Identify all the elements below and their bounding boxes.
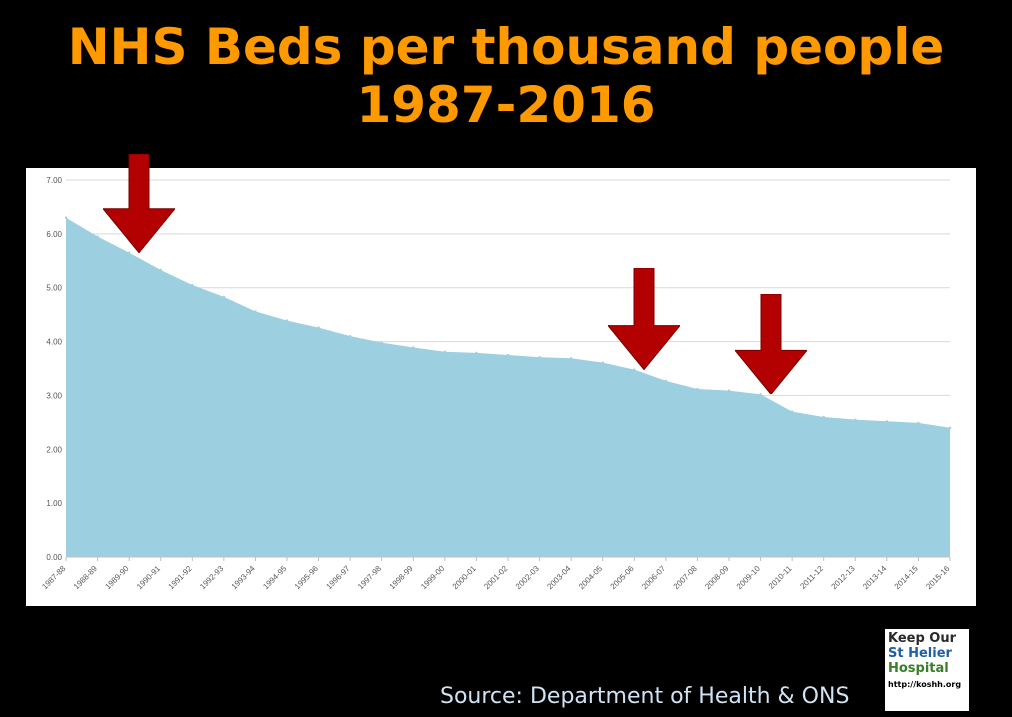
x-tick-label: 1991-92 [167, 564, 195, 592]
x-tick-label: 1987-88 [40, 564, 68, 592]
data-point [506, 353, 510, 357]
x-tick-label: 2009-10 [735, 564, 763, 592]
y-tick-label: 3.00 [46, 391, 62, 400]
y-tick-label: 5.00 [46, 284, 62, 293]
y-tick-label: 6.00 [46, 230, 62, 239]
data-point [759, 393, 762, 396]
x-tick-label: 1989-90 [103, 564, 131, 592]
y-tick-label: 7.00 [46, 176, 62, 185]
data-point [191, 283, 194, 287]
data-point [222, 295, 226, 299]
y-tick-label: 0.00 [46, 553, 62, 562]
data-point [885, 420, 889, 423]
x-tick-label: 2008-09 [703, 564, 731, 592]
x-tick-label: 2013-14 [861, 564, 889, 592]
x-tick-label: 1990-91 [135, 564, 163, 592]
x-tick-label: 2007-08 [672, 564, 700, 592]
data-point [538, 355, 541, 359]
arrow-shape [608, 268, 681, 370]
data-point [475, 351, 478, 355]
beds-area [66, 217, 950, 557]
title-line-1: NHS Beds per thousand people [67, 18, 945, 76]
data-point [254, 310, 257, 313]
chart-panel: 0.00 1.00 2.00 3.00 4.00 5.00 6.00 7.00 1987-88 1… [26, 168, 976, 606]
x-tick-label: 2010-11 [767, 564, 794, 591]
down-arrow-icon [103, 154, 176, 253]
data-point [948, 426, 952, 429]
data-point [790, 410, 794, 413]
arrow-shape [103, 154, 176, 253]
data-point [127, 251, 131, 254]
x-tick-label: 1999-00 [419, 564, 447, 592]
data-point [822, 415, 825, 419]
data-point [317, 326, 320, 329]
y-tick-label: 4.00 [46, 338, 62, 347]
x-tick-label: 1997-98 [356, 564, 384, 592]
chart-title: NHS Beds per thousand people 1987-2016 [0, 18, 1012, 134]
x-tick-label: 1996-97 [324, 564, 352, 592]
down-arrow-icon [608, 268, 681, 370]
data-point [727, 389, 731, 392]
koshh-logo: Keep Our St Helier Hospital http://koshh… [885, 629, 969, 711]
logo-line-2: St Helier [888, 646, 952, 661]
y-tick-label: 2.00 [46, 445, 62, 454]
x-tick-label: 2002-03 [514, 564, 542, 592]
logo-line-3: Hospital [888, 661, 949, 676]
source-caption: Source: Department of Health & ONS [440, 684, 850, 709]
x-tick-label: 2006-07 [640, 564, 668, 592]
x-tick-label: 2005-06 [609, 564, 637, 592]
arrow-shape [734, 294, 807, 395]
x-tick-label: 1992-93 [198, 564, 226, 592]
x-tick-label: 2001-02 [482, 564, 510, 592]
x-tick-label: 1994-95 [261, 564, 289, 592]
x-tick-label: 1998-99 [388, 564, 416, 592]
x-tick-label: 2000-01 [451, 564, 479, 592]
data-point [159, 268, 162, 272]
data-point [64, 216, 68, 219]
logo-line-1: Keep Our [888, 631, 957, 646]
data-point [96, 235, 99, 238]
x-tick-label: 2011-12 [798, 564, 825, 591]
x-tick-label: 2004-05 [577, 564, 605, 592]
data-point [412, 346, 415, 349]
data-point [696, 387, 699, 391]
data-point [917, 421, 920, 425]
x-tick-label: 2014-15 [893, 564, 921, 592]
data-point [380, 341, 383, 344]
data-point [348, 334, 352, 338]
data-point [601, 361, 604, 364]
data-point [854, 418, 857, 421]
x-tick-label: 1995-96 [293, 564, 321, 592]
data-point [633, 368, 636, 371]
x-tick-label: 2015-16 [924, 564, 952, 592]
data-point [664, 379, 668, 383]
title-line-2: 1987-2016 [356, 76, 656, 134]
y-tick-label: 1.00 [46, 499, 62, 508]
x-tick-label: 2003-04 [545, 564, 573, 592]
data-point [569, 357, 573, 360]
down-arrow-icon [734, 294, 807, 395]
logo-url: http://koshh.org [888, 680, 962, 689]
data-point [285, 319, 289, 322]
x-tick-label: 1988-89 [72, 564, 100, 592]
x-tick-label: 1993-94 [230, 564, 258, 592]
x-tick-label: 2012-13 [830, 564, 858, 592]
data-point [443, 350, 447, 354]
